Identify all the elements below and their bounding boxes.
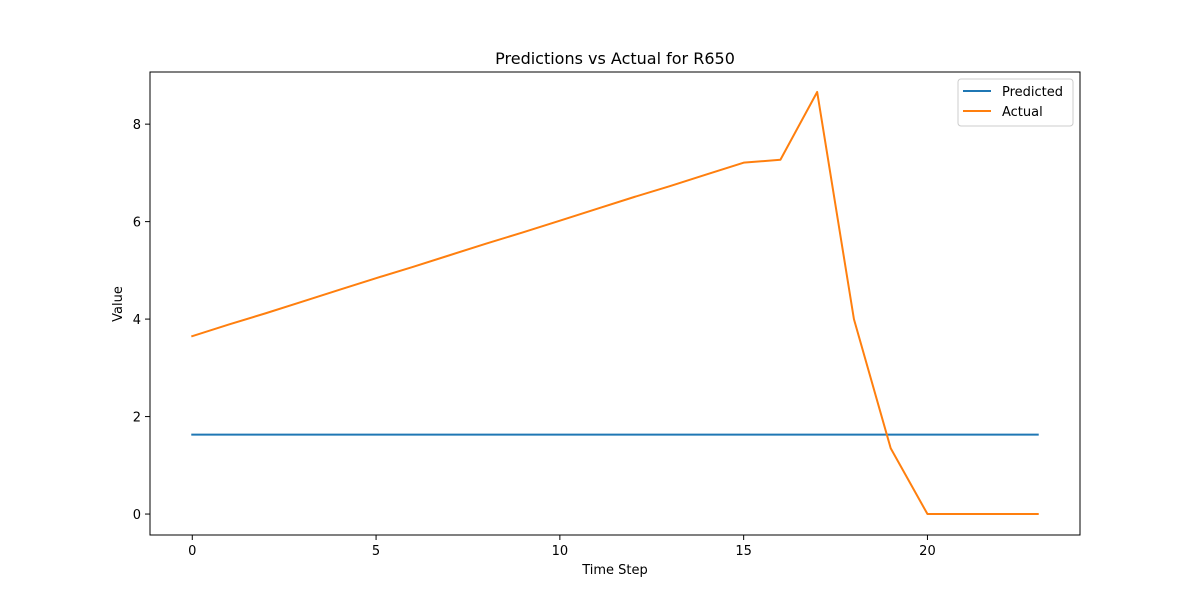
y-tick-label: 4 xyxy=(133,313,141,328)
y-axis-label: Value xyxy=(111,286,126,322)
series-line-actual xyxy=(191,90,1039,516)
lines-layer xyxy=(191,90,1039,516)
y-tick-label: 0 xyxy=(133,508,141,523)
x-tick-label: 20 xyxy=(919,544,936,559)
y-tick-label: 6 xyxy=(133,216,141,231)
y-tick-label: 8 xyxy=(133,118,141,133)
legend-label: Predicted xyxy=(1002,85,1063,100)
x-tick-label: 5 xyxy=(372,544,380,559)
y-tick-label: 2 xyxy=(133,411,141,426)
x-axis-label: Time Step xyxy=(581,563,648,578)
chart-title: Predictions vs Actual for R650 xyxy=(495,49,735,68)
plot-frame xyxy=(149,71,1081,536)
legend-label: Actual xyxy=(1002,105,1043,120)
ticks-layer: 0 5 10 15 20 0 2 4 6 8 xyxy=(133,118,936,559)
x-tick-label: 0 xyxy=(188,544,196,559)
x-tick-label: 10 xyxy=(552,544,569,559)
legend: Predicted Actual xyxy=(957,78,1074,127)
x-tick-label: 15 xyxy=(735,544,752,559)
